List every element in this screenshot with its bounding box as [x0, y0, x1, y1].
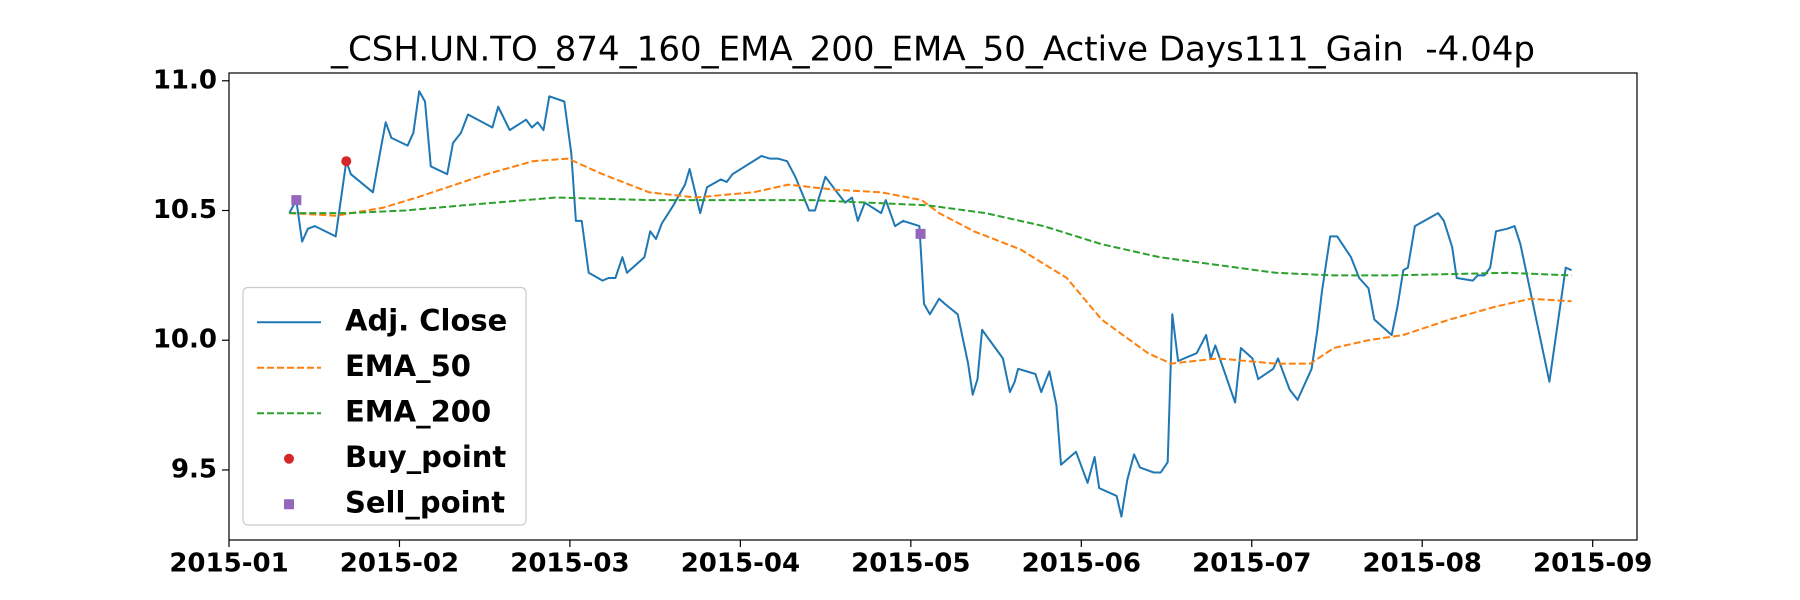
x-tick-label: 2015-03	[510, 549, 629, 579]
x-tick-label: 2015-04	[681, 549, 800, 579]
y-tick-label: 9.5	[171, 454, 217, 484]
y-tick-label: 11.0	[153, 65, 217, 95]
legend-swatch	[284, 453, 294, 464]
legend-box	[242, 286, 527, 526]
x-tick-label: 2015-02	[340, 549, 459, 579]
legend: Adj. Close EMA_50 EMA_200 Buy_point Sell_poi…	[242, 286, 527, 526]
series-line	[289, 196, 1572, 277]
legend-label: Buy_point	[345, 440, 506, 474]
x-tick-label: 2015-01	[169, 549, 288, 579]
legend-swatch	[284, 499, 294, 510]
x-tick-label: 2015-06	[1022, 549, 1141, 579]
legend-label: Sell_point	[345, 485, 505, 519]
legend-label: Adj. Close	[345, 303, 507, 337]
x-tick-label: 2015-05	[851, 549, 970, 579]
sell-point	[915, 228, 926, 239]
x-tick-label: 2015-08	[1363, 549, 1482, 579]
chart-title: _CSH.UN.TO_874_160_EMA_200_EMA_50_Active…	[330, 30, 1535, 70]
y-tick-label: 10.5	[153, 195, 217, 225]
x-tick-label: 2015-07	[1192, 549, 1311, 579]
legend-label: EMA_200	[345, 394, 491, 428]
series-line	[289, 157, 1572, 365]
y-tick-label: 10.0	[153, 325, 217, 355]
legend-label: EMA_50	[345, 349, 471, 383]
plot-frame	[228, 72, 1638, 541]
x-tick-label: 2015-09	[1533, 549, 1652, 579]
sell-point	[291, 195, 302, 206]
series-line	[288, 90, 1572, 518]
buy-point	[341, 156, 352, 167]
